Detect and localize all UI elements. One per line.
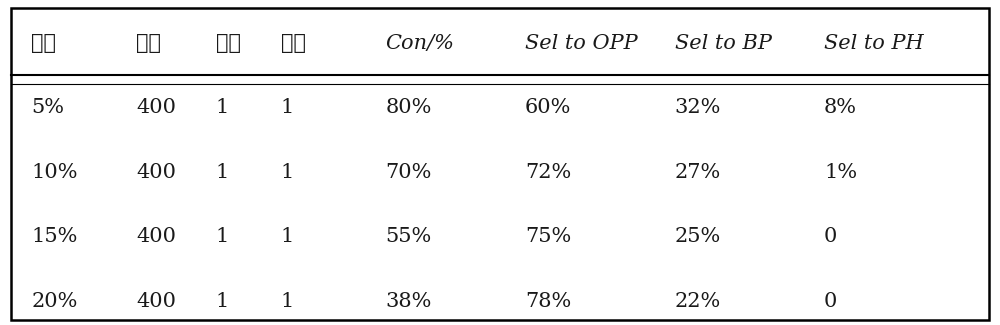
Text: 1: 1 xyxy=(281,163,294,182)
Text: 8%: 8% xyxy=(824,98,857,117)
Text: 10%: 10% xyxy=(31,163,78,182)
Text: 1: 1 xyxy=(216,292,229,311)
Text: 38%: 38% xyxy=(385,292,432,311)
Text: 75%: 75% xyxy=(525,227,571,246)
Text: 80%: 80% xyxy=(385,98,432,117)
Text: 0: 0 xyxy=(824,292,837,311)
Text: 1: 1 xyxy=(281,98,294,117)
Text: 1: 1 xyxy=(216,163,229,182)
Text: 压力: 压力 xyxy=(216,33,241,53)
Text: Sel to PH: Sel to PH xyxy=(824,34,924,53)
Text: Sel to BP: Sel to BP xyxy=(675,34,771,53)
Text: 1: 1 xyxy=(281,292,294,311)
Text: 72%: 72% xyxy=(525,163,571,182)
Text: 55%: 55% xyxy=(385,227,432,246)
Text: 20%: 20% xyxy=(31,292,78,311)
Text: 0: 0 xyxy=(824,227,837,246)
Text: 22%: 22% xyxy=(675,292,721,311)
Text: 32%: 32% xyxy=(675,98,721,117)
Text: 400: 400 xyxy=(136,227,176,246)
Text: 1: 1 xyxy=(281,227,294,246)
Text: 1: 1 xyxy=(216,227,229,246)
Text: Sel to OPP: Sel to OPP xyxy=(525,34,638,53)
Text: 空速: 空速 xyxy=(281,33,306,53)
Text: 400: 400 xyxy=(136,98,176,117)
Text: 400: 400 xyxy=(136,292,176,311)
Text: 浓度: 浓度 xyxy=(31,33,56,53)
Text: 400: 400 xyxy=(136,163,176,182)
Text: 1%: 1% xyxy=(824,163,857,182)
Text: 60%: 60% xyxy=(525,98,571,117)
Text: 温度: 温度 xyxy=(136,33,161,53)
Text: 5%: 5% xyxy=(31,98,64,117)
Text: 25%: 25% xyxy=(675,227,721,246)
Text: 27%: 27% xyxy=(675,163,721,182)
Text: 78%: 78% xyxy=(525,292,571,311)
Text: 70%: 70% xyxy=(385,163,432,182)
Text: Con/%: Con/% xyxy=(385,34,454,53)
Text: 15%: 15% xyxy=(31,227,78,246)
Text: 1: 1 xyxy=(216,98,229,117)
